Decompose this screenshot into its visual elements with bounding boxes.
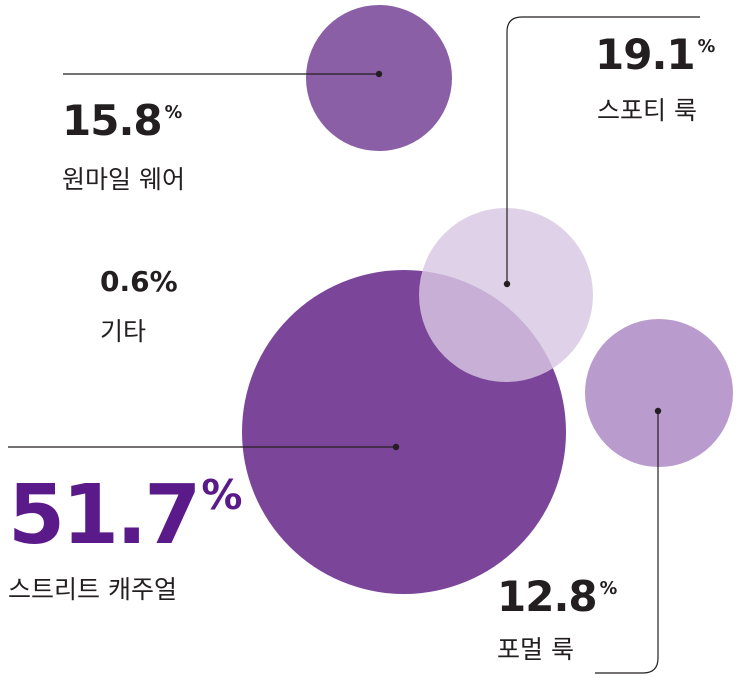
value-label-one-mile-wear: 15.8% [62, 96, 182, 145]
unit-label: % [697, 37, 716, 58]
unit-label: % [201, 471, 243, 520]
value-number: 19.1 [595, 30, 696, 79]
bubble-one-mile-wear [306, 5, 452, 151]
bubble-sporty-look [419, 208, 593, 382]
unit-label: % [164, 103, 183, 124]
bubble-formal-look [585, 319, 733, 467]
category-label-one-mile-wear: 원마일 웨어 [62, 165, 185, 194]
anchor-dot-street-casual [392, 443, 400, 451]
value-number: 12.8 [497, 572, 598, 621]
leader-line-formal-look [595, 411, 659, 674]
anchor-dot-formal-look [654, 407, 662, 415]
value-label-other: 0.6% [100, 265, 178, 298]
unit-label: % [599, 579, 618, 600]
value-label-formal-look: 12.8% [497, 572, 617, 621]
category-label-other: 기타 [100, 317, 147, 346]
value-number: 51.7 [8, 468, 201, 563]
category-label-sporty-look: 스포티 룩 [597, 96, 697, 125]
value-number: 15.8 [62, 96, 163, 145]
unit-label: % [149, 265, 178, 298]
value-number: 0.6 [100, 265, 150, 298]
anchor-dot-one-mile-wear [375, 70, 383, 78]
leader-line-sporty-look [506, 16, 700, 284]
category-label-street-casual: 스트리트 캐주얼 [8, 575, 177, 604]
anchor-dot-sporty-look [503, 280, 511, 288]
value-label-street-casual: 51.7% [8, 468, 242, 563]
value-label-sporty-look: 19.1% [595, 30, 715, 79]
category-label-formal-look: 포멀 룩 [497, 635, 574, 664]
